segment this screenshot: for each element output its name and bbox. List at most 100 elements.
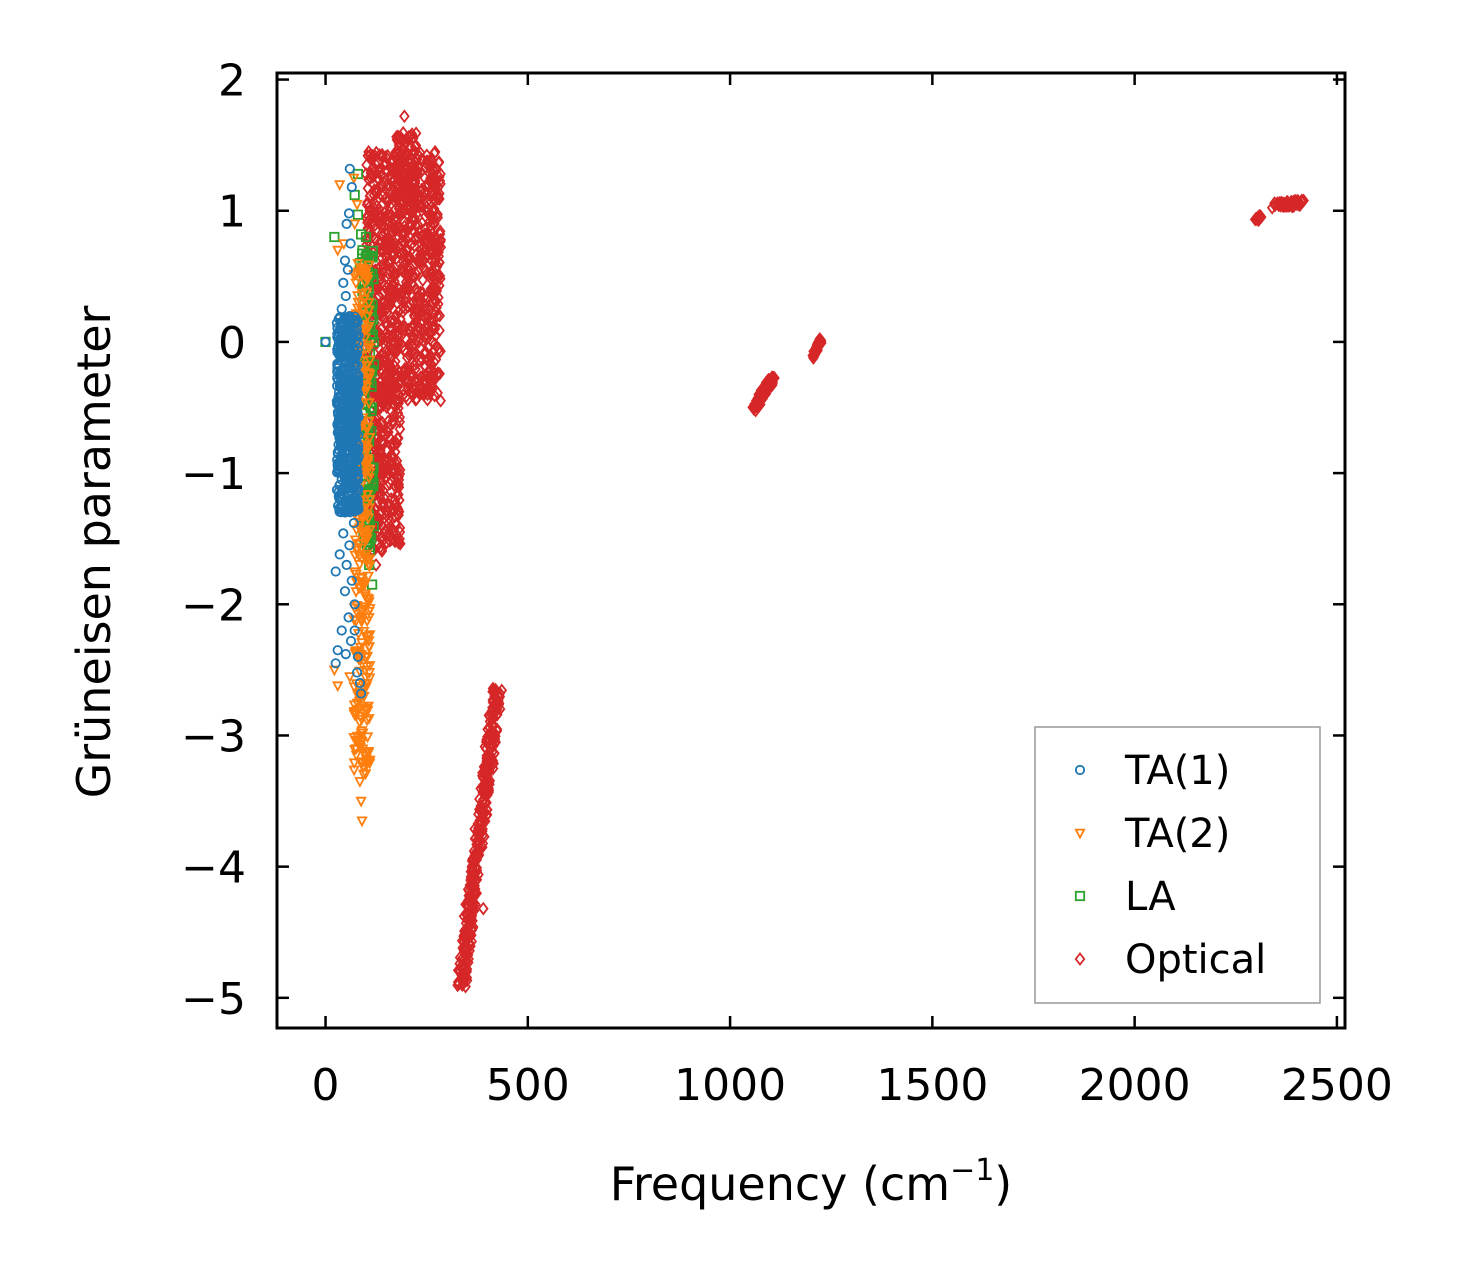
legend-marker — [1074, 828, 1086, 840]
point-ta-1- — [337, 383, 348, 395]
point-optical — [381, 375, 393, 390]
point-optical — [419, 346, 431, 361]
point-la — [368, 481, 379, 492]
point-optical — [430, 295, 441, 309]
point-optical — [491, 702, 503, 717]
point-optical — [811, 341, 823, 356]
point-ta-1- — [346, 575, 357, 586]
point-ta-2- — [349, 535, 362, 547]
point-ta-2- — [348, 709, 360, 721]
point-optical — [371, 280, 383, 295]
point-optical — [391, 187, 403, 202]
point-optical — [479, 804, 491, 819]
point-optical — [407, 345, 418, 360]
point-optical — [391, 177, 403, 192]
point-optical — [479, 767, 490, 782]
point-optical — [396, 290, 407, 305]
point-optical — [464, 910, 475, 924]
point-optical — [374, 394, 386, 408]
point-ta-2- — [362, 274, 374, 286]
point-optical — [406, 218, 418, 233]
point-ta-2- — [364, 525, 376, 537]
point-optical — [398, 318, 410, 333]
point-ta-1- — [345, 494, 356, 505]
series-optical — [360, 109, 1309, 994]
point-optical — [422, 225, 433, 240]
legend-label: LA — [1125, 874, 1176, 920]
point-ta-2- — [363, 714, 375, 725]
point-la — [356, 248, 368, 259]
point-optical — [428, 380, 439, 395]
point-ta-2- — [360, 440, 372, 452]
point-optical — [385, 331, 396, 346]
point-ta-2- — [359, 333, 371, 345]
point-optical — [377, 483, 389, 498]
point-optical — [403, 250, 415, 265]
point-optical — [407, 130, 419, 145]
point-optical — [420, 302, 432, 317]
point-ta-1- — [320, 336, 331, 347]
point-ta-2- — [348, 567, 360, 579]
point-ta-1- — [354, 677, 365, 689]
point-ta-2- — [348, 270, 360, 282]
point-optical — [480, 787, 491, 802]
point-optical — [428, 318, 439, 333]
point-ta-2- — [361, 715, 373, 727]
point-optical — [378, 497, 389, 512]
point-ta-1- — [347, 386, 359, 397]
point-optical — [418, 253, 430, 268]
point-ta-1- — [347, 461, 358, 472]
point-optical — [490, 695, 502, 710]
point-optical — [393, 138, 405, 153]
point-optical — [461, 908, 473, 922]
point-optical — [375, 434, 387, 449]
point-optical — [376, 330, 388, 345]
point-optical — [383, 292, 394, 307]
point-optical — [386, 294, 397, 309]
point-ta-1- — [334, 313, 345, 324]
point-ta-2- — [363, 343, 375, 354]
point-optical — [416, 153, 427, 168]
point-optical — [423, 207, 435, 222]
y-tick-label: −2 — [181, 580, 246, 631]
y-tick-label: −4 — [181, 843, 246, 894]
point-optical — [408, 157, 419, 171]
point-optical — [482, 778, 494, 792]
point-ta-1- — [349, 599, 360, 610]
point-optical — [467, 898, 479, 913]
point-optical — [461, 948, 473, 962]
point-ta-1- — [340, 404, 351, 416]
point-optical — [405, 265, 417, 280]
point-optical — [384, 476, 396, 491]
point-optical — [387, 155, 398, 170]
point-optical — [487, 709, 498, 724]
point-ta-2- — [351, 199, 363, 211]
point-optical — [496, 683, 508, 698]
point-optical — [463, 935, 475, 950]
point-ta-1- — [334, 549, 345, 560]
point-optical — [399, 280, 411, 295]
x-axis-label-main: Frequency (cm — [610, 1157, 950, 1211]
point-ta-2- — [355, 796, 367, 808]
point-optical — [466, 854, 478, 868]
point-optical — [410, 392, 421, 407]
point-ta-2- — [363, 613, 375, 624]
point-optical — [375, 374, 386, 389]
point-ta-2- — [356, 816, 368, 828]
point-optical — [393, 396, 405, 411]
point-optical — [386, 363, 398, 377]
point-optical — [376, 305, 388, 320]
point-optical — [364, 199, 376, 214]
point-ta-1- — [346, 415, 357, 426]
point-ta-1- — [331, 467, 343, 478]
point-ta-1- — [341, 559, 352, 571]
point-optical — [394, 536, 406, 551]
legend-item: TA(1) — [1074, 748, 1230, 794]
series-ta-1- — [320, 163, 367, 699]
point-optical — [398, 343, 410, 358]
point-ta-1- — [332, 645, 343, 656]
point-optical — [424, 356, 435, 371]
point-ta-1- — [355, 688, 367, 699]
point-ta-1- — [339, 363, 350, 374]
point-ta-2- — [364, 433, 376, 444]
